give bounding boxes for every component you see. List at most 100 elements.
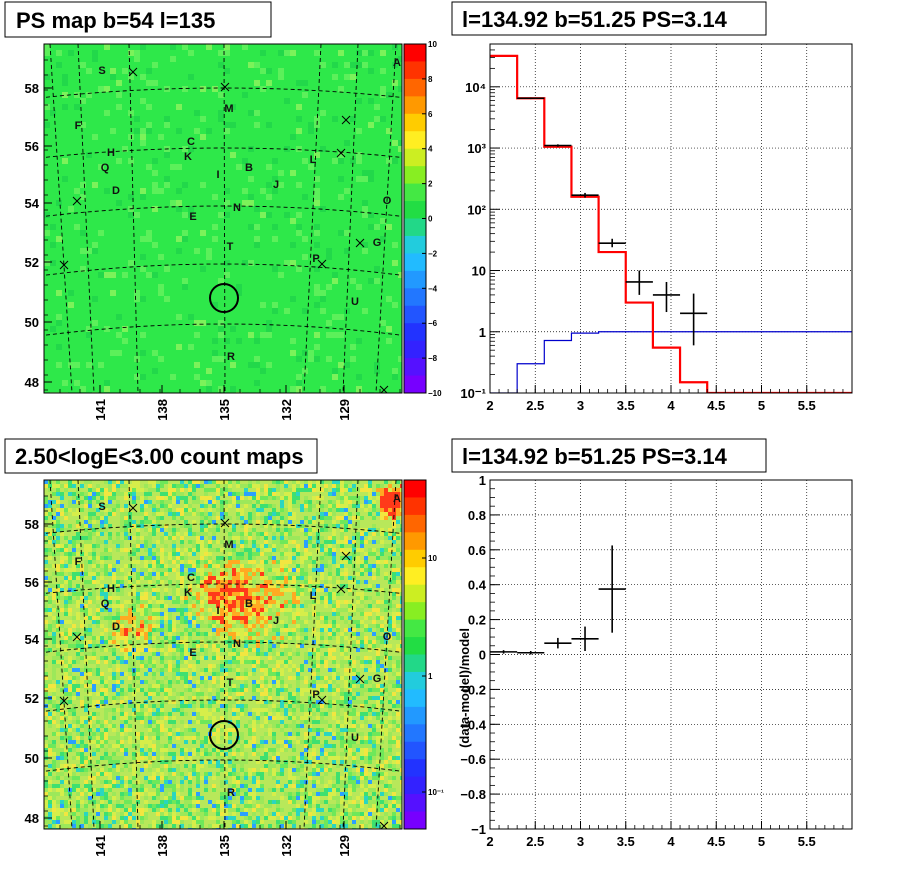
- map-pixel: [256, 716, 260, 720]
- map-pixel: [188, 492, 192, 496]
- map-pixel: [288, 504, 292, 508]
- map-pixel: [108, 796, 112, 800]
- map-pixel: [44, 796, 48, 800]
- map-pixel: [52, 704, 56, 708]
- map-pixel: [292, 484, 296, 488]
- map-pixel: [204, 636, 208, 640]
- map-pixel: [264, 664, 268, 668]
- map-pixel: [350, 344, 356, 350]
- map-pixel: [52, 812, 56, 816]
- map-pixel: [64, 736, 68, 740]
- map-pixel: [356, 50, 362, 56]
- map-pixel: [168, 512, 172, 516]
- map-pixel: [148, 632, 152, 636]
- map-pixel: [112, 744, 116, 748]
- map-pixel: [260, 600, 264, 604]
- map-pixel: [188, 780, 192, 784]
- map-pixel: [248, 548, 252, 552]
- map-pixel: [232, 560, 236, 564]
- map-pixel: [260, 612, 264, 616]
- map-pixel: [176, 656, 180, 660]
- map-pixel: [74, 224, 80, 230]
- map-pixel: [160, 500, 164, 504]
- map-pixel: [276, 492, 280, 496]
- map-pixel: [108, 584, 112, 588]
- map-pixel: [172, 668, 176, 672]
- map-pixel: [80, 788, 84, 792]
- map-pixel: [52, 696, 56, 700]
- map-pixel: [266, 362, 272, 368]
- map-pixel: [236, 588, 240, 592]
- map-pixel: [52, 532, 56, 536]
- map-pixel: [264, 696, 268, 700]
- map-pixel: [228, 580, 232, 584]
- map-pixel: [96, 544, 100, 548]
- map-pixel: [224, 588, 228, 592]
- map-pixel: [124, 492, 128, 496]
- map-pixel: [232, 712, 236, 716]
- map-pixel: [232, 572, 236, 576]
- source-cross-marker: [341, 115, 351, 125]
- map-pixel: [292, 588, 296, 592]
- map-pixel: [176, 816, 180, 820]
- map-pixel: [212, 700, 216, 704]
- map-pixel: [300, 784, 304, 788]
- map-pixel: [112, 492, 116, 496]
- map-pixel: [252, 720, 256, 724]
- map-pixel: [272, 600, 276, 604]
- map-pixel: [276, 756, 280, 760]
- map-pixel: [116, 596, 120, 600]
- map-pixel: [216, 592, 220, 596]
- map-pixel: [84, 816, 88, 820]
- map-pixel: [56, 504, 60, 508]
- map-pixel: [252, 632, 256, 636]
- map-pixel: [312, 768, 316, 772]
- map-pixel: [244, 724, 248, 728]
- map-pixel: [200, 134, 206, 140]
- map-pixel: [308, 540, 312, 544]
- map-pixel: [48, 624, 52, 628]
- map-pixel: [256, 804, 260, 808]
- map-pixel: [76, 780, 80, 784]
- map-pixel: [48, 764, 52, 768]
- map-pixel: [240, 708, 244, 712]
- map-pixel: [152, 676, 156, 680]
- map-pixel: [120, 516, 124, 520]
- map-pixel: [132, 768, 136, 772]
- map-pixel: [128, 572, 132, 576]
- map-pixel: [56, 236, 62, 242]
- map-pixel: [252, 604, 256, 608]
- map-pixel: [312, 564, 316, 568]
- map-pixel: [248, 616, 252, 620]
- map-pixel: [248, 620, 252, 624]
- map-pixel: [144, 720, 148, 724]
- map-pixel: [224, 716, 228, 720]
- map-pixel: [188, 532, 192, 536]
- map-pixel: [44, 792, 48, 796]
- map-pixel: [104, 488, 108, 492]
- map-pixel: [232, 788, 236, 792]
- map-pixel: [96, 800, 100, 804]
- map-pixel: [56, 704, 60, 708]
- map-pixel: [96, 644, 100, 648]
- map-pixel: [52, 632, 56, 636]
- map-pixel: [316, 676, 320, 680]
- map-pixel: [168, 816, 172, 820]
- map-pixel: [248, 260, 254, 266]
- map-pixel: [160, 644, 164, 648]
- map-pixel: [292, 652, 296, 656]
- map-pixel: [92, 592, 96, 596]
- map-pixel: [248, 524, 252, 528]
- map-pixel: [84, 788, 88, 792]
- map-pixel: [232, 792, 236, 796]
- map-pixel: [112, 708, 116, 712]
- map-pixel: [60, 504, 64, 508]
- map-pixel: [124, 796, 128, 800]
- map-pixel: [312, 800, 316, 804]
- map-pixel: [300, 676, 304, 680]
- map-pixel: [260, 788, 264, 792]
- map-pixel: [256, 564, 260, 568]
- map-pixel: [236, 584, 240, 588]
- map-pixel: [96, 624, 100, 628]
